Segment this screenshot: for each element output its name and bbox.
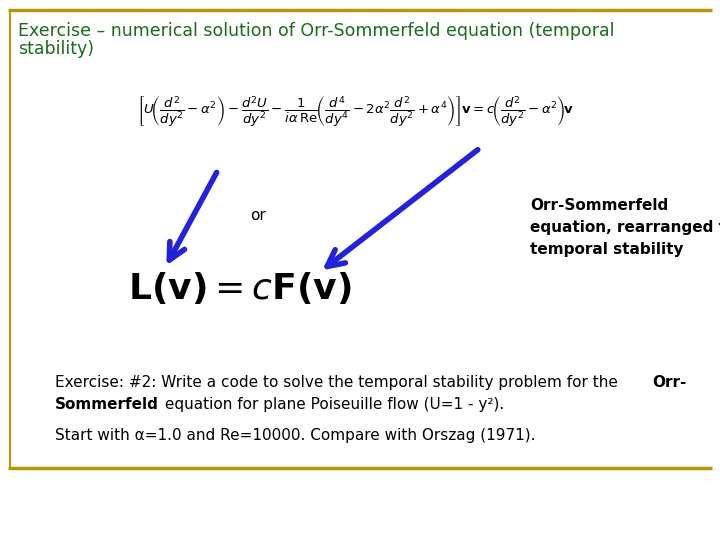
Text: Start with α=1.0 and Re=10000. Compare with Orszag (1971).: Start with α=1.0 and Re=10000. Compare w… bbox=[55, 428, 536, 443]
Text: Orr-: Orr- bbox=[652, 375, 686, 390]
Text: Exercise: #2: Write a code to solve the temporal stability problem for the: Exercise: #2: Write a code to solve the … bbox=[55, 375, 623, 390]
Text: Exercise – numerical solution of Orr-Sommerfeld equation (temporal: Exercise – numerical solution of Orr-Som… bbox=[18, 22, 614, 40]
Text: equation for plane Poiseuille flow (U=1 - y²).: equation for plane Poiseuille flow (U=1 … bbox=[160, 397, 504, 412]
Text: equation, rearranged for: equation, rearranged for bbox=[530, 220, 720, 235]
Text: Sommerfeld: Sommerfeld bbox=[55, 397, 159, 412]
Text: or: or bbox=[250, 207, 266, 222]
Text: $\mathbf{L(v)}= c\mathbf{F(v)}$: $\mathbf{L(v)}= c\mathbf{F(v)}$ bbox=[128, 270, 352, 306]
Text: stability): stability) bbox=[18, 40, 94, 58]
Text: Orr-Sommerfeld: Orr-Sommerfeld bbox=[530, 198, 668, 213]
Text: temporal stability: temporal stability bbox=[530, 242, 683, 257]
Text: $\left[U\!\left(\dfrac{d^2}{dy^2}-\alpha^2\right)-\dfrac{d^2U}{dy^2}-\dfrac{1}{i: $\left[U\!\left(\dfrac{d^2}{dy^2}-\alpha… bbox=[137, 95, 573, 129]
